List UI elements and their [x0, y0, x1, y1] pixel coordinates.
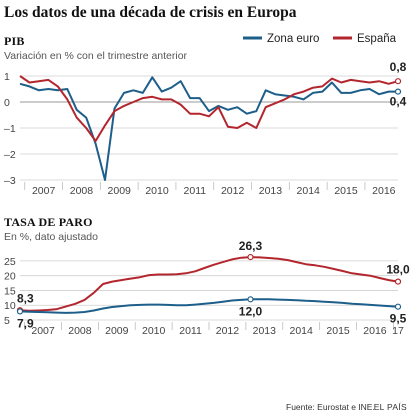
pib-end-marker-espana: [394, 78, 402, 85]
paro-x-tick: 2007: [31, 325, 55, 337]
pib-end-label-espana: 0,8: [390, 60, 407, 74]
paro-label-espana: 18,0: [386, 263, 410, 277]
pib-legend: Zona euro España: [243, 33, 397, 45]
paro-label-espana: 26,3: [239, 239, 263, 253]
pib-x-tick: 2014: [297, 185, 321, 197]
pib-x-tick: 2007: [32, 185, 56, 197]
paro-label-zona_euro: 7,9: [17, 316, 34, 330]
pib-title: PIB: [4, 34, 25, 48]
paro-subtitle: En %, dato ajustado: [4, 231, 98, 243]
paro-y-tick: 25: [4, 256, 16, 268]
pib-y-ticks: 1 0 –1 –2 –3: [4, 71, 16, 187]
paro-line-zona_euro: [19, 298, 399, 314]
legend-label-espana: España: [357, 33, 397, 45]
pib-x-tick: 2011: [184, 185, 207, 197]
pib-subtitle: Variación en % con el trimestre anterior: [4, 50, 188, 62]
paro-y-tick: 5: [4, 315, 10, 327]
paro-label-espana: 8,3: [17, 291, 34, 305]
paro-x-tick: 17: [392, 325, 404, 337]
paro-y-tick: 10: [4, 300, 16, 312]
paro-chart: TASA DE PARO En %, dato ajustado 2520151…: [4, 215, 410, 337]
pib-end-marker-zona_euro: [394, 88, 402, 95]
pib-x-tick: 2010: [145, 185, 169, 197]
paro-y-ticks: 25 20 15 10 5: [4, 256, 16, 327]
paro-title: TASA DE PARO: [4, 215, 93, 229]
pib-y-tick: –3: [4, 175, 16, 187]
pib-y-tick: –1: [4, 123, 16, 135]
paro-x-ticks: 2007 2008 2009 2010 2011 2012 2013 2014 2015 2016…: [24, 322, 404, 337]
pib-x-ticks: 2007 2008 2009 2010 2011 2012 2013 2014 2015 2016: [24, 182, 396, 197]
paro-data-labels: 8,3 26,3 18,0 7,9 12,0 9,5: [16, 239, 410, 330]
pib-x-tick: 2012: [221, 185, 245, 197]
pib-gridlines: [20, 75, 398, 181]
paro-label-zona_euro: 9,5: [390, 312, 407, 326]
legend-label-zona-euro: Zona euro: [267, 33, 319, 45]
paro-marker-zona_euro: [16, 308, 24, 315]
paro-series: [19, 256, 399, 314]
source-note: Fuente: Eurostat e INE.: [286, 402, 375, 412]
paro-x-tick: 2013: [253, 325, 277, 337]
paro-y-tick: 15: [4, 285, 16, 297]
paro-x-tick: 2011: [179, 325, 202, 337]
pib-series: [19, 75, 399, 181]
paro-x-tick: 2010: [142, 325, 166, 337]
paro-x-tick: 2012: [216, 325, 240, 337]
pib-data-labels: 0,4 0,8: [390, 60, 407, 108]
pib-x-tick: 2008: [70, 185, 94, 197]
paro-label-zona_euro: 12,0: [239, 304, 263, 318]
paro-marker-zona_euro: [247, 296, 254, 303]
paro-y-tick: 20: [4, 271, 16, 283]
pib-x-tick: 2016: [372, 185, 396, 197]
paro-x-tick: 2008: [68, 325, 92, 337]
pib-line-espana: [19, 75, 399, 142]
pib-y-tick: –2: [4, 149, 16, 161]
paro-marker-zona_euro: [394, 303, 402, 310]
paro-line-espana: [19, 256, 399, 312]
pib-end-label-zona_euro: 0,4: [390, 95, 407, 109]
pib-y-tick: 1: [4, 71, 10, 83]
pib-x-tick: 2015: [334, 185, 358, 197]
brand-label: EL PAÍS: [374, 402, 407, 412]
figure-title: Los datos de una década de crisis en Eur…: [4, 4, 297, 21]
pib-y-tick: 0: [4, 97, 10, 109]
paro-x-tick: 2014: [290, 325, 314, 337]
paro-marker-espana: [394, 278, 402, 285]
pib-x-tick: 2013: [259, 185, 283, 197]
pib-line-zona_euro: [19, 76, 398, 181]
paro-x-tick: 2015: [326, 325, 350, 337]
pib-chart: PIB Variación en % con el trimestre ante…: [4, 33, 407, 197]
paro-gridlines: [20, 260, 398, 321]
paro-marker-espana: [247, 253, 254, 261]
pib-x-tick: 2009: [108, 185, 132, 197]
paro-x-tick: 2009: [105, 325, 129, 337]
paro-x-tick: 2016: [363, 325, 387, 337]
